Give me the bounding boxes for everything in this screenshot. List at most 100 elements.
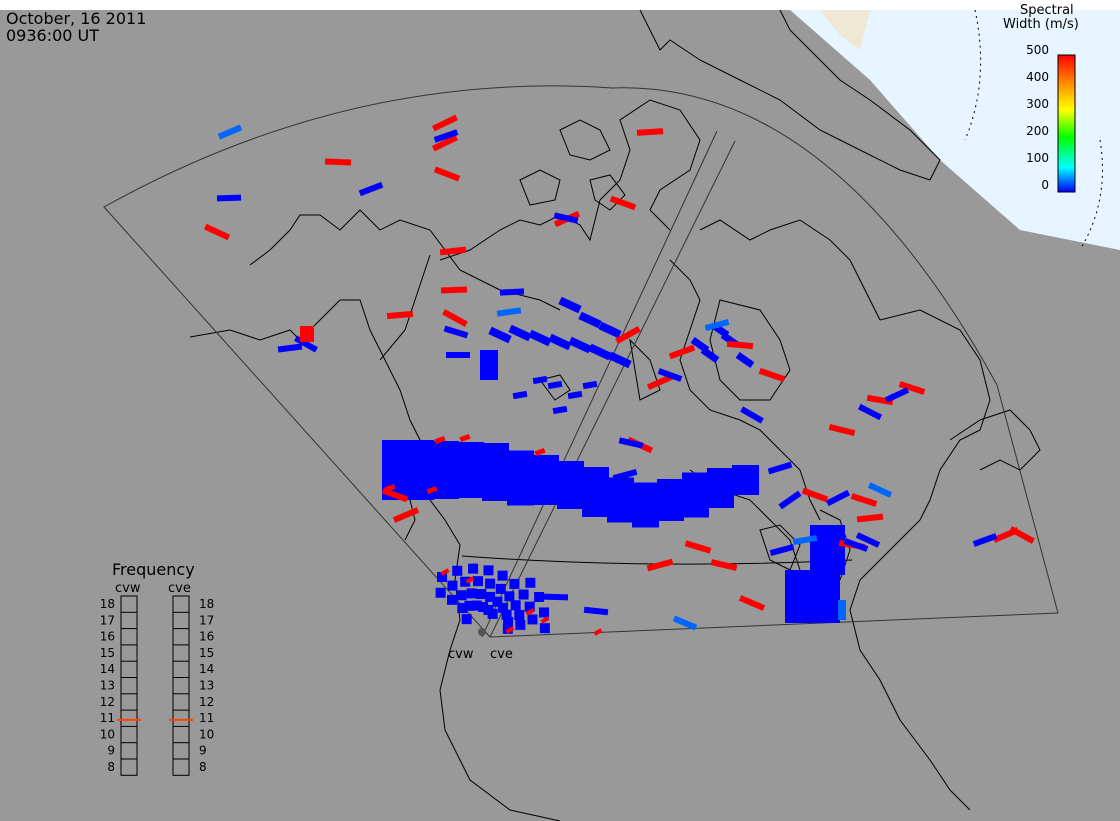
scatter-cell	[525, 608, 535, 616]
scatter-cell	[672, 615, 698, 631]
scatter-cell	[487, 608, 498, 619]
scatter-cell	[646, 558, 674, 572]
scatter-cell	[358, 181, 384, 197]
scatter-cell	[609, 195, 637, 211]
latitude-circle-dotted	[964, 9, 982, 141]
frequency-tick-left: 13	[100, 679, 115, 693]
scatter-cell	[446, 594, 457, 605]
colorbar-gradient	[1057, 54, 1076, 193]
scatter-cell	[507, 450, 534, 506]
scatter-cell	[525, 577, 536, 588]
scatter-cell	[810, 525, 845, 575]
scatter-cell	[646, 373, 674, 391]
scatter-cell	[801, 487, 829, 503]
scatter-cell	[300, 326, 314, 342]
scatter-cell	[294, 335, 318, 353]
scatter-cell	[732, 465, 759, 495]
scatter-cell	[502, 623, 513, 634]
scatter-cell	[1009, 526, 1035, 544]
scatter-cell	[485, 591, 496, 602]
scatter-cell	[657, 479, 684, 521]
scatter-cell	[442, 309, 468, 327]
scatter-cell	[512, 390, 528, 400]
scatter-cell	[216, 194, 242, 202]
scatter-cell	[488, 326, 512, 344]
scatter-cell	[426, 485, 438, 495]
scatter-cell	[884, 387, 910, 403]
scatter-cell	[499, 288, 525, 296]
frequency-col-left: cvw	[115, 581, 141, 596]
scatter-cell	[690, 336, 710, 354]
scatter-cell	[972, 533, 998, 547]
scatter-cell	[548, 333, 572, 351]
scatter-cell	[707, 468, 734, 508]
scatter-cell	[459, 433, 471, 443]
colorbar-tick-label: 200	[1026, 124, 1049, 138]
scatter-cell	[505, 626, 515, 634]
scatter-cell	[539, 623, 550, 634]
top-margin	[0, 0, 1120, 10]
scatter-cell	[515, 619, 526, 630]
scatter-cell	[553, 212, 579, 224]
scatter-cell	[567, 390, 583, 400]
scatter-layer	[203, 114, 1035, 636]
scatter-cell	[738, 595, 766, 611]
scatter-cell	[534, 591, 545, 602]
scatter-cell	[710, 559, 738, 571]
frequency-tick-left: 14	[100, 662, 115, 676]
scatter-cell	[898, 381, 926, 395]
scatter-cell	[392, 507, 420, 523]
latitude-circle-dotted-2	[1079, 139, 1103, 251]
frequency-tick-left: 10	[100, 727, 115, 741]
frequency-tick-left: 18	[100, 597, 115, 611]
scatter-cell	[578, 311, 602, 329]
scatter-cell	[534, 447, 546, 457]
scatter-cell	[440, 568, 450, 576]
scatter-cell	[568, 336, 592, 354]
frequency-tick-right: 8	[199, 760, 207, 774]
scatter-cell	[608, 351, 632, 369]
frequency-col-right: cve	[168, 581, 191, 596]
scatter-cell	[557, 461, 584, 509]
scatter-cell	[657, 368, 683, 382]
scatter-cell	[632, 482, 659, 528]
scatter-cell	[527, 614, 538, 625]
scatter-cell	[503, 616, 514, 627]
scatter-cell	[552, 405, 568, 415]
scatter-cell	[838, 600, 846, 620]
frequency-tick-right: 18	[199, 597, 214, 611]
scatter-cell	[618, 437, 644, 449]
scatter-cell	[593, 628, 603, 636]
scatter-cell	[598, 321, 622, 339]
polar-landmass	[820, 10, 870, 50]
scatter-cell	[850, 493, 878, 507]
scatter-cell	[704, 318, 730, 332]
scatter-cell	[478, 602, 489, 613]
colorbar-title-line1: Spectral	[1020, 3, 1074, 18]
scatter-cell	[855, 532, 881, 548]
scatter-cell	[769, 543, 795, 557]
frequency-tick-right: 13	[199, 679, 214, 693]
high-latitude-region	[790, 10, 1120, 250]
scatter-cell	[615, 326, 641, 344]
scatter-cell	[433, 166, 461, 182]
scatter-cell	[867, 482, 893, 498]
scatter-cell	[758, 367, 786, 383]
scatter-cell	[476, 589, 487, 600]
scatter-cell	[583, 606, 609, 616]
scatter-cell	[456, 590, 467, 601]
scatter-cell	[538, 607, 549, 618]
colorbar-title-line2: Width (m/s)	[1003, 17, 1079, 32]
scatter-cell	[464, 600, 475, 611]
scatter-cell	[483, 565, 494, 576]
scatter-cell	[386, 310, 414, 320]
scatter-cell	[543, 593, 569, 601]
scatter-cell	[508, 324, 532, 342]
scatter-cell	[439, 246, 467, 256]
colorbar-tick-label: 300	[1026, 97, 1049, 111]
scatter-cell	[497, 602, 508, 613]
scatter-cell	[452, 565, 463, 576]
frequency-bar-cvw	[120, 595, 138, 776]
colorbar-tick-label: 0	[1041, 178, 1049, 192]
